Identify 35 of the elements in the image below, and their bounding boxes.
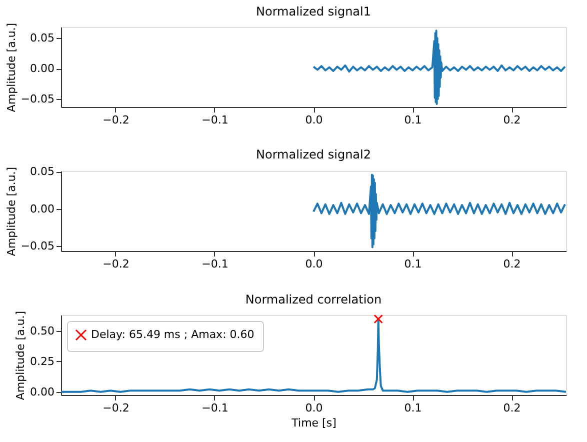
x-axis-title: Time [s]: [290, 416, 336, 430]
x-tick-label: 0.0: [305, 114, 323, 126]
x-tick-label: 0.1: [404, 114, 422, 126]
line-series: [61, 318, 566, 393]
line-series: [312, 30, 566, 105]
y-axis-title: Amplitude [a.u.]: [4, 166, 18, 256]
x-tick-label: 0.2: [503, 402, 521, 414]
y-tick-label: 0.00: [30, 385, 54, 398]
y-axis-title: Amplitude [a.u.]: [14, 310, 28, 400]
x-tick-label: 0.1: [404, 402, 422, 414]
y-tick-label: 0.50: [30, 324, 54, 338]
x-tick-label: −0.1: [202, 402, 228, 414]
x-tick-label: −0.2: [102, 258, 130, 270]
legend-label: Delay: 65.49 ms ; Amax: 0.60: [91, 328, 254, 341]
y-axis-title: Amplitude [a.u.]: [4, 22, 18, 112]
x-tick-label: 0.2: [503, 114, 521, 126]
x-tick-label: −0.2: [102, 402, 130, 414]
y-tick-label: 0.05: [30, 31, 54, 44]
x-tick-label: 0.1: [404, 258, 422, 270]
y-tick-label: −0.05: [20, 92, 54, 106]
x-tick-label: −0.1: [202, 114, 228, 126]
chart-title: Normalized signal1: [256, 4, 371, 18]
y-tick-label: −0.05: [20, 239, 54, 252]
x-tick-label: −0.2: [102, 114, 130, 126]
y-tick-label: 0.00: [30, 62, 54, 76]
x-tick-label: 0.2: [503, 258, 521, 270]
x-tick-label: −0.1: [202, 258, 228, 270]
line-series: [312, 174, 566, 248]
y-tick-label: 0.00: [30, 202, 54, 216]
x-tick-label: 0.0: [305, 258, 323, 270]
y-tick-label: 0.25: [30, 354, 54, 368]
x-tick-label: 0.0: [305, 402, 323, 414]
chart-title: Normalized correlation: [245, 292, 382, 306]
chart-title: Normalized signal2: [256, 148, 371, 162]
y-tick-label: 0.05: [30, 165, 54, 178]
